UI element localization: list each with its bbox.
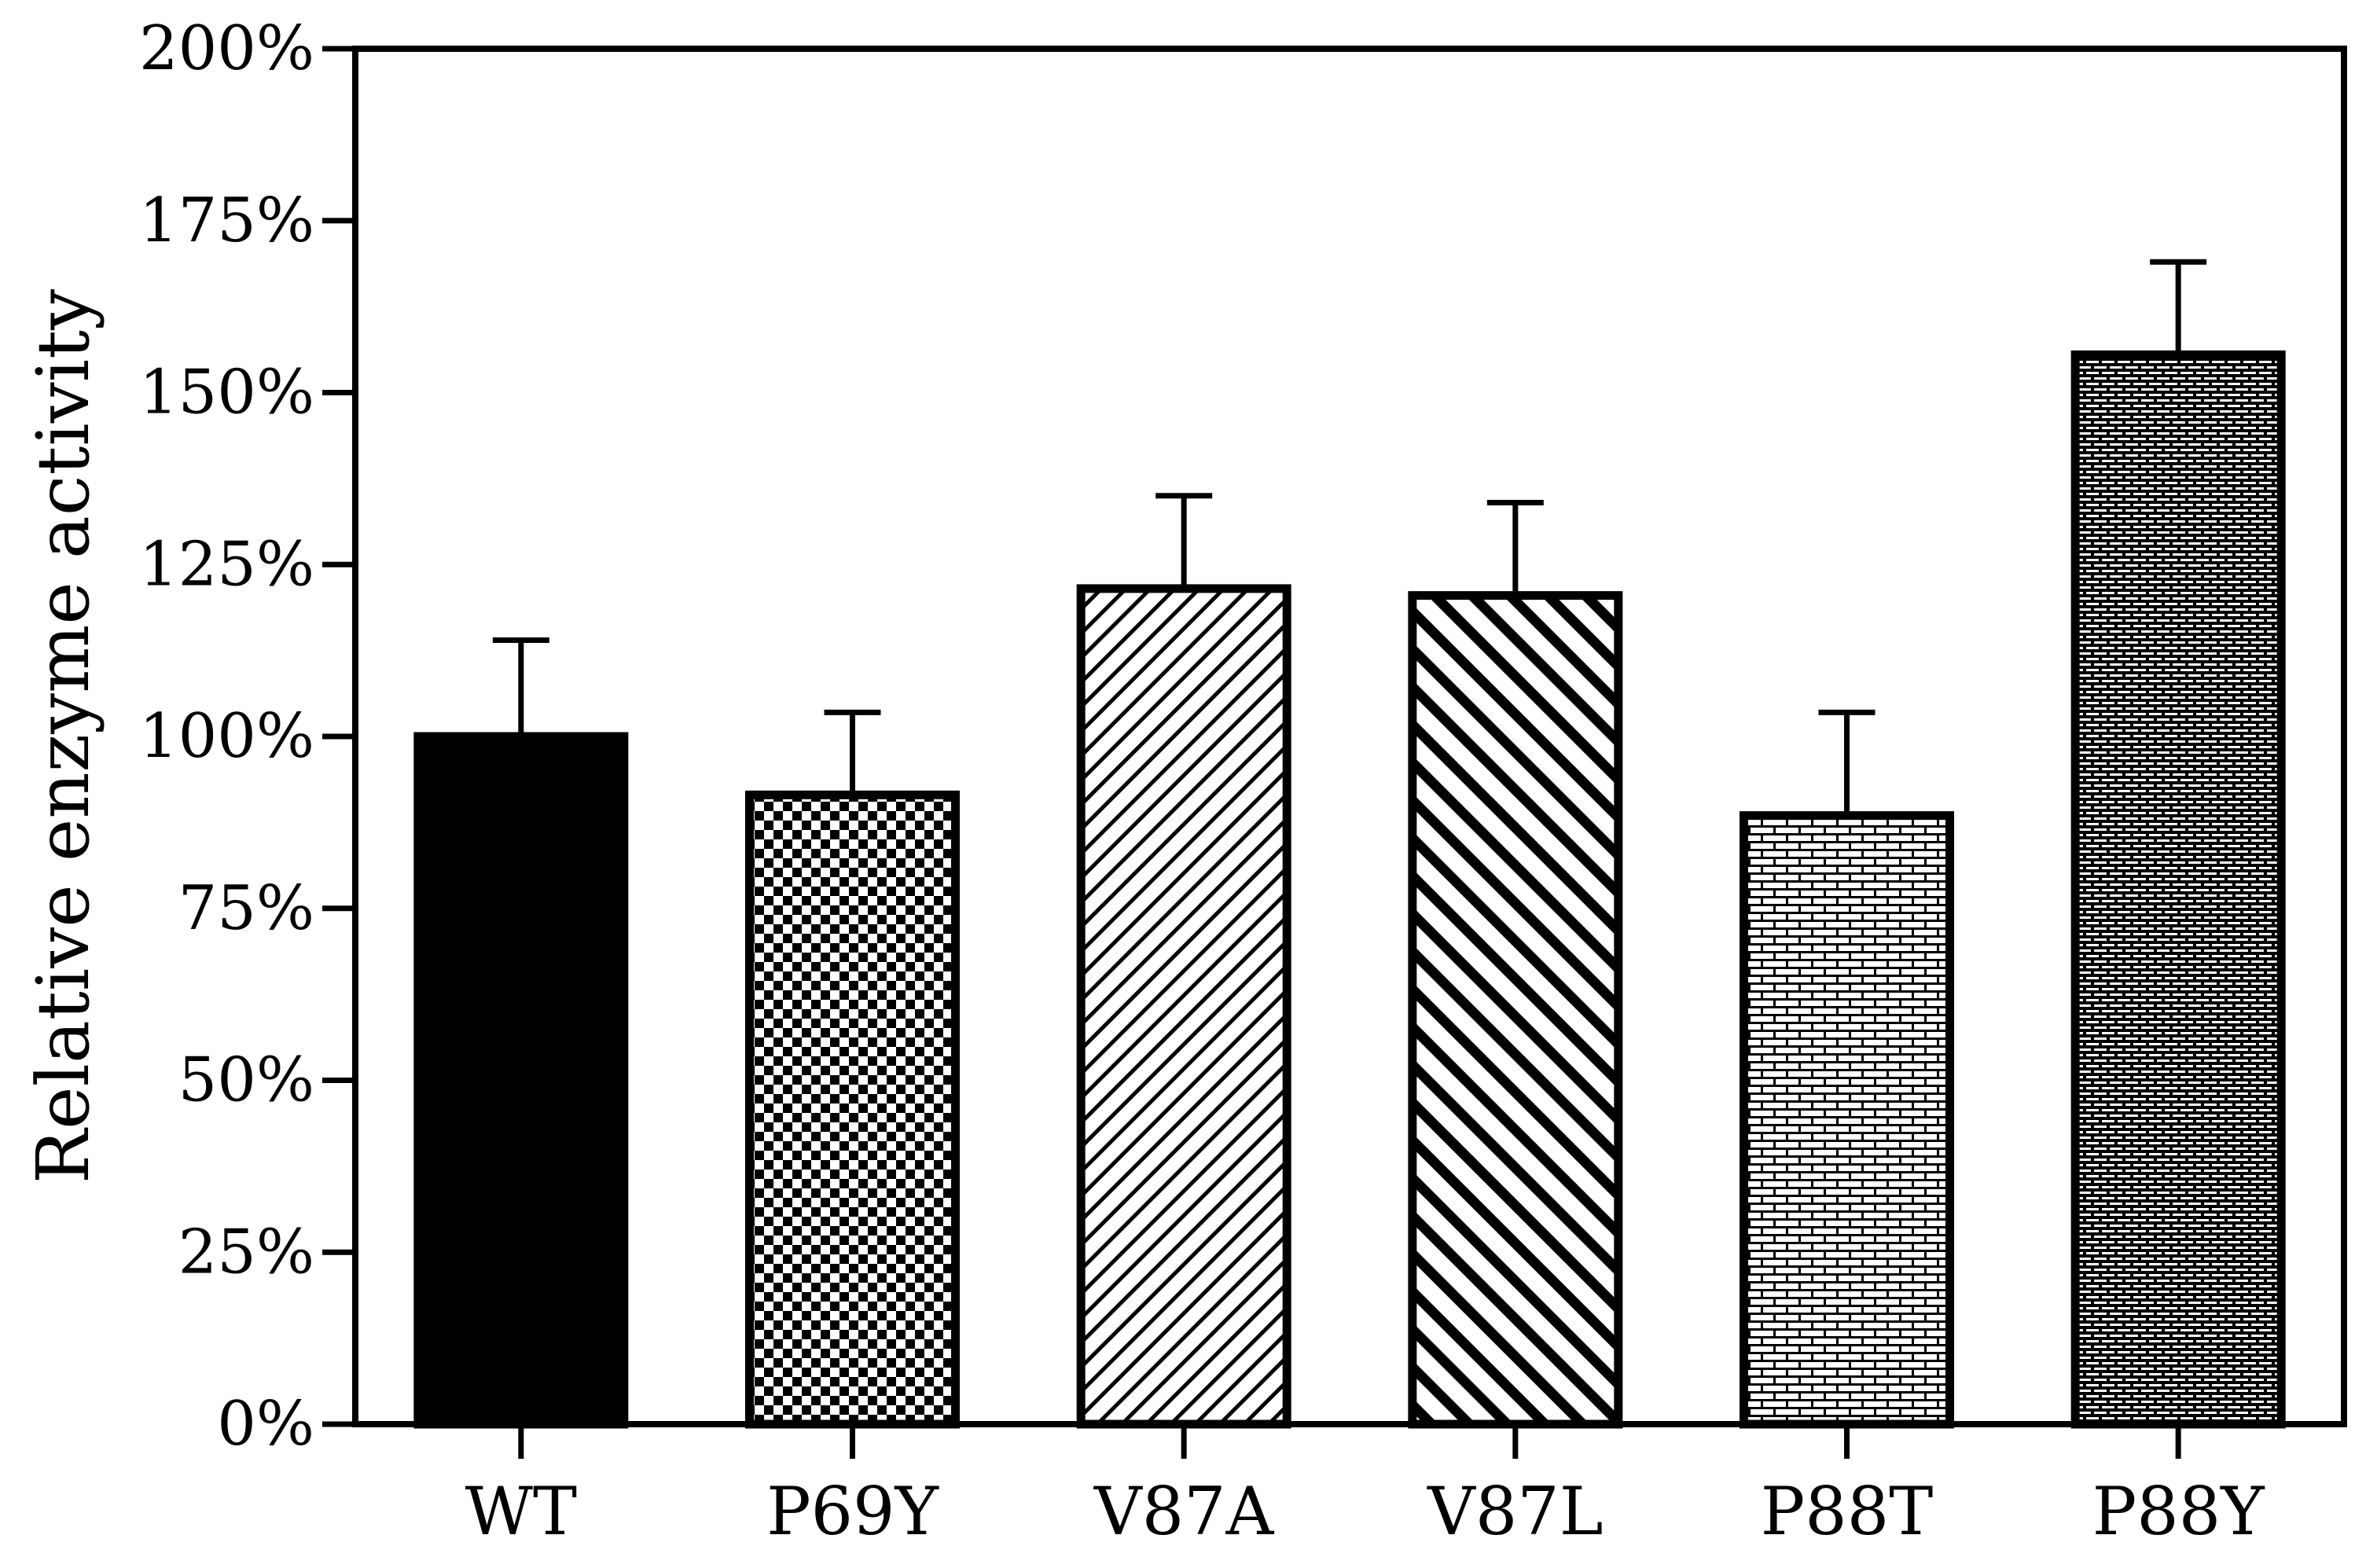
bar-p88y xyxy=(2070,350,2286,1429)
y-axis-label: Relative enzyme activity xyxy=(21,289,105,1184)
x-axis-ticks: WT P69Y V87A V87L P88T P88Y xyxy=(465,1424,2265,1550)
bar-wt xyxy=(413,732,629,1429)
plot-frame xyxy=(352,46,2347,1427)
x-tick-label-p69y: P69Y xyxy=(766,1473,939,1550)
bars xyxy=(413,259,2286,1429)
y-tick-label: 100% xyxy=(139,701,314,772)
bar-v87a xyxy=(1076,584,1291,1429)
bar-p88t xyxy=(1740,811,1954,1429)
x-tick-label-p88t: P88T xyxy=(1761,1473,1933,1550)
x-tick-label-v87a: V87A xyxy=(1093,1473,1275,1550)
bar-p69y xyxy=(745,790,960,1429)
y-axis-ticks: 0% 25% 50% 75% 100% 125% 150% 175% 200% xyxy=(139,13,355,1460)
y-tick-label: 175% xyxy=(139,185,314,256)
y-tick-label: 50% xyxy=(178,1045,314,1116)
y-tick-label: 150% xyxy=(139,358,314,428)
bar-v87l xyxy=(1408,591,1623,1429)
y-tick-label: 75% xyxy=(178,873,314,944)
y-tick-label: 25% xyxy=(178,1217,314,1287)
y-tick-label: 125% xyxy=(139,529,314,600)
y-tick-label: 200% xyxy=(139,13,314,84)
x-tick-label-v87l: V87L xyxy=(1427,1473,1603,1550)
x-tick-label-wt: WT xyxy=(465,1473,577,1550)
axes-frame xyxy=(352,46,2347,1427)
y-tick-label: 0% xyxy=(217,1389,314,1460)
x-tick-label-p88y: P88Y xyxy=(2092,1473,2265,1550)
